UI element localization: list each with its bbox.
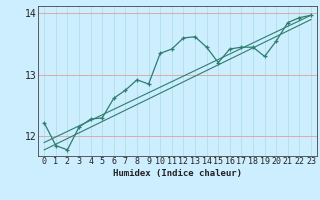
X-axis label: Humidex (Indice chaleur): Humidex (Indice chaleur) bbox=[113, 169, 242, 178]
